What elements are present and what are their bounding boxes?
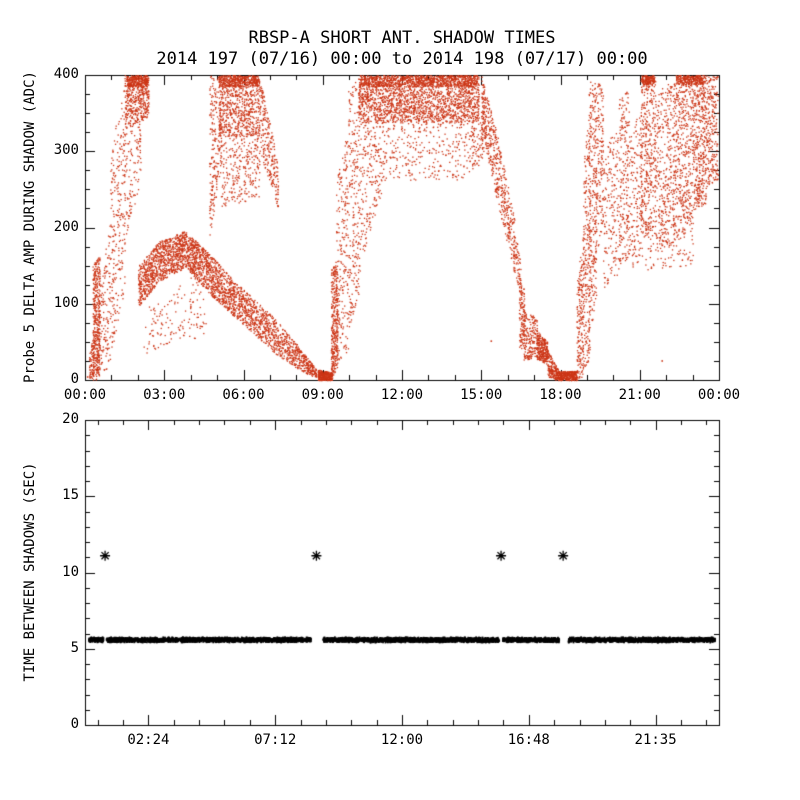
y-tick-label: 300	[53, 142, 79, 159]
x-tick-label: 15:00	[460, 387, 503, 403]
chart-title: RBSP-A SHORT ANT. SHADOW TIMES	[248, 28, 556, 48]
y-tick-label: 10	[62, 563, 79, 580]
x-tick-label: 00:00	[63, 387, 107, 403]
y-tick-label: 20	[62, 411, 79, 427]
x-tick-label: 02:24	[127, 732, 170, 748]
chart-subtitle: 2014 197 (07/16) 00:00 to 2014 198 (07/1…	[156, 49, 648, 69]
x-tick-label: 16:48	[507, 732, 550, 748]
x-tick-label: 12:00	[380, 732, 424, 748]
y-tick-label: 100	[53, 294, 79, 311]
y-tick-label: 200	[53, 218, 79, 235]
y-tick-label: 0	[70, 716, 79, 732]
y-tick-label: 400	[53, 66, 79, 82]
x-tick-label: 09:00	[301, 387, 344, 403]
x-tick-label: 03:00	[143, 387, 186, 403]
x-tick-label: 07:12	[254, 732, 297, 748]
x-tick-label: 12:00	[380, 387, 424, 403]
x-tick-label: 06:00	[222, 387, 265, 403]
x-tick-label: 21:35	[634, 732, 677, 748]
y-tick-label: 5	[70, 639, 79, 656]
y-tick-label: 0	[70, 371, 79, 387]
y-tick-label: 15	[62, 487, 79, 504]
x-tick-label: 00:00	[697, 387, 741, 403]
x-tick-label: 18:00	[539, 387, 582, 403]
x-tick-label: 21:00	[618, 387, 661, 403]
